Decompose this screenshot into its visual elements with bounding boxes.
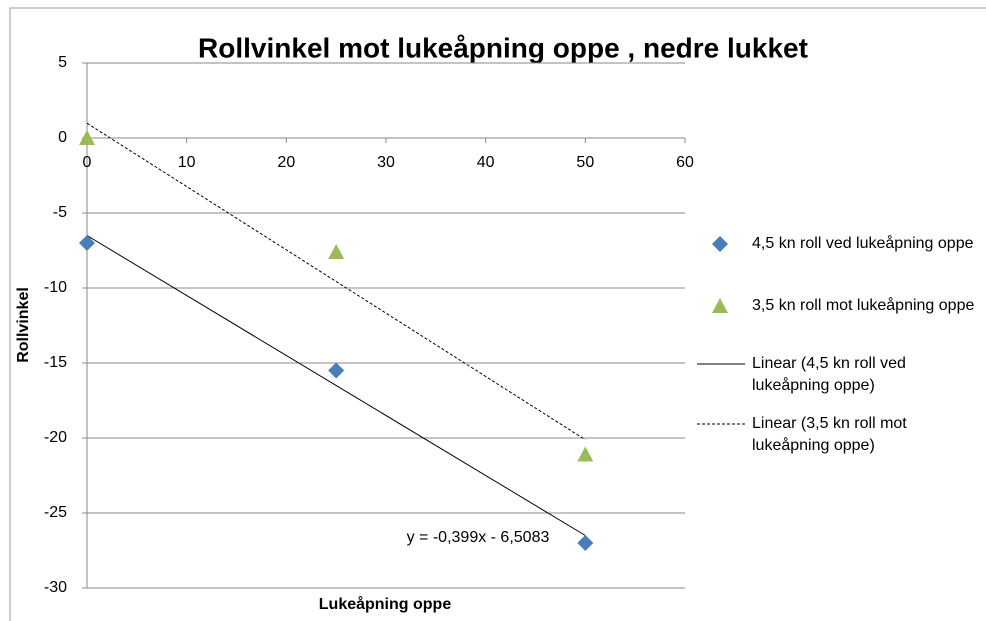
- trendline: [86, 235, 586, 536]
- triangle-marker: [577, 446, 594, 462]
- diamond-marker: [79, 235, 95, 251]
- y-tick-label: 5: [58, 54, 67, 71]
- x-tick-label: 60: [676, 154, 694, 171]
- trendline-equation: y = -0,399x - 6,5083: [407, 529, 550, 546]
- diamond-marker: [712, 236, 728, 252]
- x-tick-label: 30: [377, 154, 395, 171]
- chart-title: Rollvinkel mot lukeåpning oppe , nedre l…: [198, 32, 808, 63]
- triangle-marker: [328, 244, 345, 259]
- chart-border: [9, 7, 986, 621]
- y-tick-label: -10: [44, 279, 67, 296]
- diamond-marker: [577, 535, 594, 551]
- x-tick-label: 40: [477, 154, 495, 171]
- x-tick-label: 10: [178, 154, 196, 171]
- x-axis-title: Lukeåpning oppe: [319, 595, 452, 613]
- y-tick-label: 0: [58, 129, 67, 146]
- x-tick-label: 0: [83, 154, 92, 171]
- diamond-marker: [328, 362, 345, 379]
- x-tick-label: 50: [576, 154, 594, 171]
- y-tick-label: -5: [53, 204, 67, 221]
- y-tick-label: -30: [44, 579, 67, 596]
- x-tick-label: 20: [277, 154, 295, 171]
- triangle-marker: [712, 298, 728, 313]
- legend-label: 3,5 kn roll mot lukeåpning oppe: [752, 297, 975, 314]
- y-tick-label: -25: [44, 504, 67, 521]
- triangle-marker: [79, 130, 95, 145]
- y-axis-title: Rollvinkel: [15, 287, 32, 363]
- legend-label: Linear (3,5 kn roll mot lukeåpning oppe): [752, 415, 907, 454]
- legend-label: 4,5 kn roll ved lukeåpning oppe: [752, 235, 974, 252]
- legend-label: Linear (4,5 kn roll ved lukeåpning oppe): [752, 355, 906, 394]
- y-tick-label: -15: [44, 354, 67, 371]
- y-tick-label: -20: [44, 429, 67, 446]
- trendline: [86, 122, 586, 441]
